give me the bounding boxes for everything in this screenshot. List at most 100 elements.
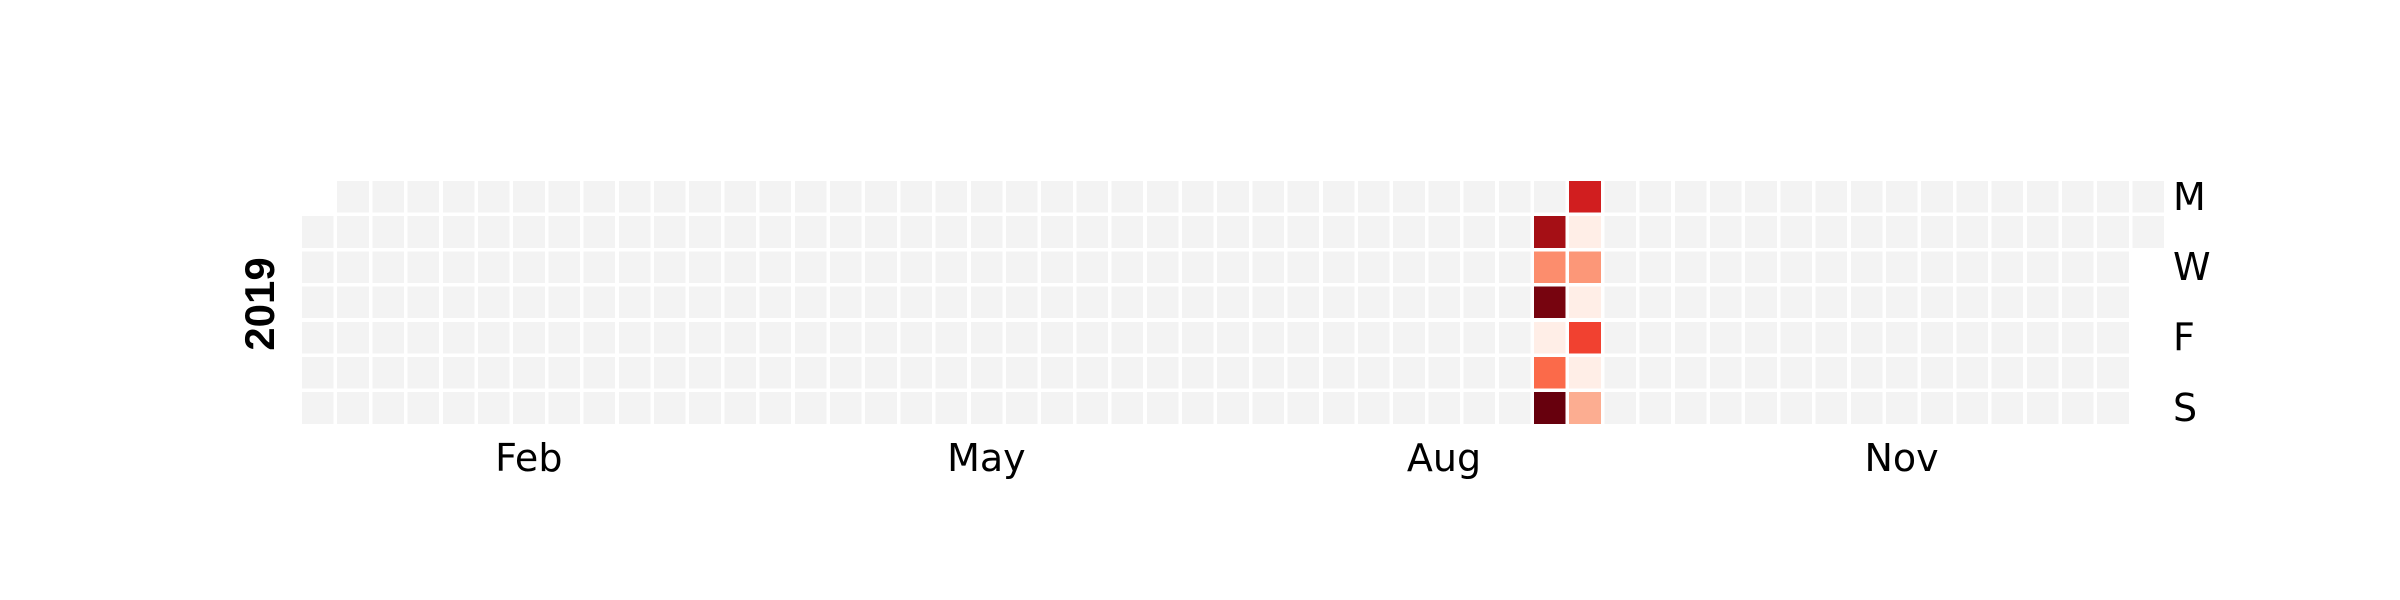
heatmap-cell: [1322, 216, 1355, 248]
heatmap-cell: [1393, 251, 1425, 283]
heatmap-cell: [1252, 216, 1284, 248]
heatmap-cell: [1041, 392, 1073, 424]
heatmap-cell: [865, 181, 897, 213]
heatmap-cell: [1252, 321, 1284, 354]
heatmap-cell: [1428, 286, 1460, 319]
heatmap-cell: [935, 392, 968, 424]
heatmap-cell: [865, 216, 897, 248]
heatmap-cell: [1428, 216, 1460, 248]
heatmap-cell: [1182, 321, 1214, 354]
heatmap-cell: [1463, 251, 1496, 283]
heatmap-cell: [478, 216, 510, 248]
heatmap-cell: [1358, 392, 1390, 424]
heatmap-cell: [935, 357, 968, 389]
heatmap-cell: [1956, 216, 1988, 248]
heatmap-cell: [689, 181, 721, 213]
heatmap-cell: [1252, 251, 1284, 283]
heatmap-cell: [1745, 216, 1777, 248]
heatmap-cell: [1146, 216, 1179, 248]
heatmap-cell: [1886, 392, 1918, 424]
heatmap-cell: [1358, 286, 1390, 319]
heatmap-cell: [372, 392, 404, 424]
heatmap-cell: [1639, 286, 1672, 319]
heatmap-cell: [583, 357, 616, 389]
heatmap-cell: [1886, 251, 1918, 283]
heatmap-cell: [1287, 181, 1320, 213]
heatmap-cell: [2097, 392, 2129, 424]
heatmap-cell: [1463, 216, 1496, 248]
heatmap-cell: [407, 357, 440, 389]
heatmap-cell: [1041, 286, 1073, 319]
heatmap-cell: [1076, 251, 1108, 283]
heatmap-cell: [1604, 321, 1636, 354]
heatmap-cell: [548, 251, 580, 283]
heatmap-cell: [1780, 392, 1812, 424]
heatmap-cell: [2062, 181, 2094, 213]
heatmap-cell: [442, 392, 475, 424]
heatmap-cell-active: [1534, 392, 1566, 424]
heatmap-cell: [1780, 216, 1812, 248]
heatmap-cell: [2026, 321, 2059, 354]
heatmap-cell: [1287, 251, 1320, 283]
heatmap-cell: [1815, 321, 1848, 354]
heatmap-cell: [1710, 321, 1742, 354]
heatmap-cell: [830, 286, 862, 319]
heatmap-cell: [1182, 251, 1214, 283]
heatmap-cell: [1252, 181, 1284, 213]
heatmap-cell: [830, 181, 862, 213]
heatmap-cell: [970, 181, 1003, 213]
heatmap-cell: [724, 286, 756, 319]
heatmap-cell: [1006, 392, 1038, 424]
heatmap-cell: [1463, 181, 1496, 213]
heatmap-cell: [1815, 357, 1848, 389]
heatmap-cell: [1111, 251, 1144, 283]
heatmap-cell: [2097, 357, 2129, 389]
month-tick-label: Aug: [1407, 436, 1481, 480]
heatmap-cell: [1428, 357, 1460, 389]
heatmap-cell: [1146, 286, 1179, 319]
heatmap-cell: [1217, 357, 1249, 389]
heatmap-cell: [865, 357, 897, 389]
heatmap-cell-active: [1569, 321, 1601, 354]
heatmap-cell: [1850, 181, 1883, 213]
heatmap-cell: [1991, 392, 2024, 424]
heatmap-cell: [1182, 357, 1214, 389]
heatmap-cell: [1850, 357, 1883, 389]
heatmap-cell: [302, 321, 334, 354]
heatmap-cell: [1780, 286, 1812, 319]
heatmap-cell-active: [1534, 321, 1566, 354]
heatmap-cell-active: [1569, 392, 1601, 424]
heatmap-cell: [407, 251, 440, 283]
heatmap-cell: [1076, 321, 1108, 354]
heatmap-cell: [759, 357, 792, 389]
heatmap-cell: [689, 251, 721, 283]
heatmap-cell: [1921, 181, 1953, 213]
heatmap-cell: [1710, 251, 1742, 283]
heatmap-cell: [337, 286, 369, 319]
heatmap-cell: [1252, 357, 1284, 389]
heatmap-cell: [830, 357, 862, 389]
heatmap-cell: [2097, 321, 2129, 354]
heatmap-cell: [1358, 216, 1390, 248]
heatmap-cell: [1604, 392, 1636, 424]
heatmap-cell: [1604, 286, 1636, 319]
heatmap-cell: [1393, 321, 1425, 354]
weekday-tick-label: M: [2173, 175, 2206, 219]
heatmap-cell: [583, 286, 616, 319]
heatmap-cell: [1111, 392, 1144, 424]
heatmap-cell-active: [1534, 286, 1566, 319]
heatmap-cell: [970, 251, 1003, 283]
heatmap-cell: [548, 286, 580, 319]
heatmap-cell: [1322, 357, 1355, 389]
heatmap-cell: [1674, 321, 1707, 354]
heatmap-cell: [1498, 251, 1531, 283]
heatmap-cell: [2062, 251, 2094, 283]
heatmap-cell: [794, 357, 827, 389]
month-tick-label: May: [947, 436, 1026, 480]
heatmap-cell: [1217, 251, 1249, 283]
heatmap-cell: [759, 286, 792, 319]
heatmap-cell: [1393, 357, 1425, 389]
month-tick-label: Nov: [1865, 436, 1939, 480]
heatmap-cell: [1287, 392, 1320, 424]
